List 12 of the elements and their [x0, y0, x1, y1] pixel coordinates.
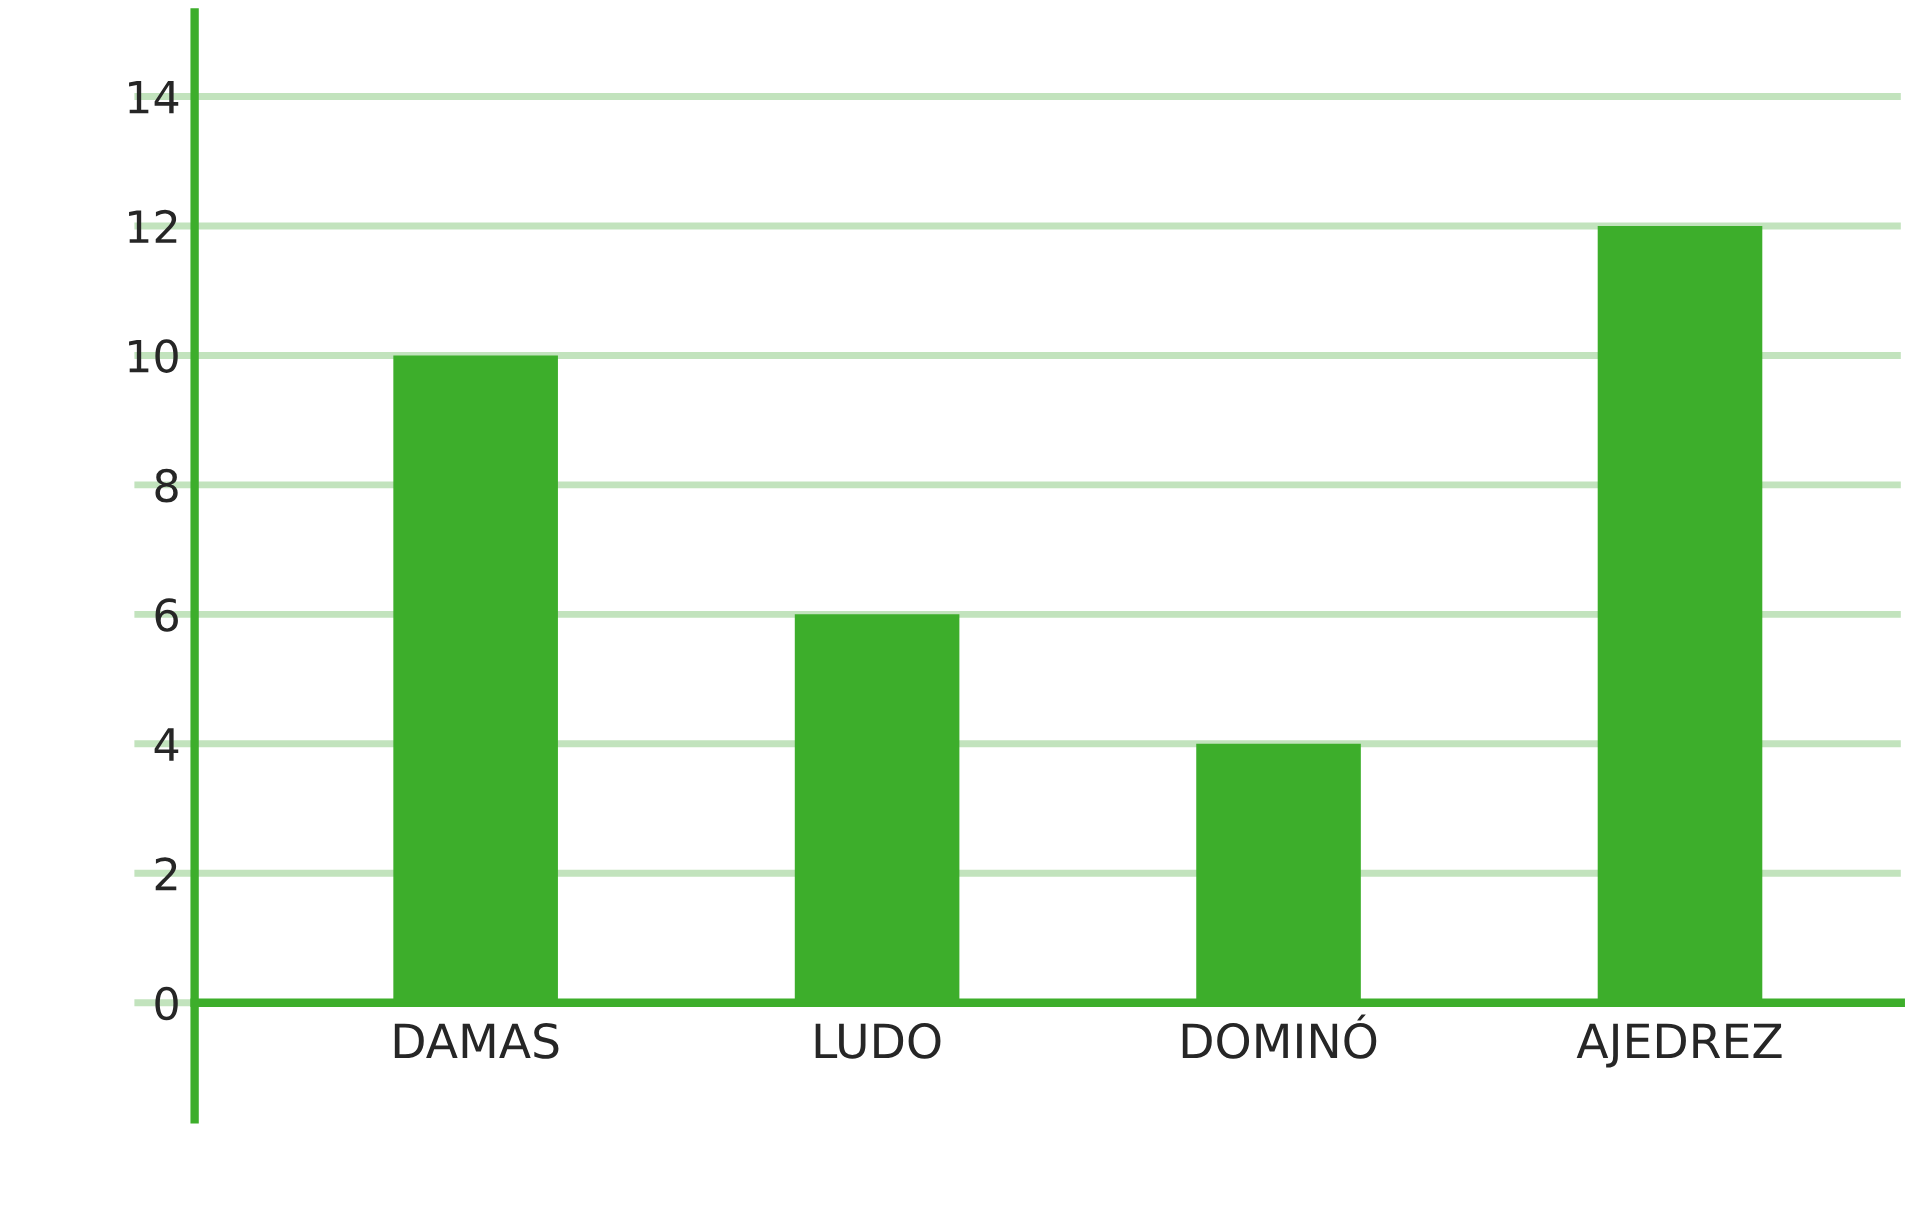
x-tick-label: DAMAS [394, 1023, 559, 1059]
y-tick-label: 4 [154, 728, 179, 761]
y-tick-label: 6 [155, 598, 178, 632]
x-tick-label: AJEDREZ [1576, 1023, 1782, 1068]
y-tick-label: 10 [129, 339, 178, 373]
y-tick-label: 14 [129, 80, 179, 114]
y-tick-label: 0 [155, 986, 178, 1021]
y-tick-label: 2 [155, 857, 177, 891]
x-tick-label: DOMINÓ [1182, 1014, 1377, 1059]
y-tick-label: 12 [129, 209, 177, 243]
x-tick-label: LUDO [815, 1023, 941, 1059]
y-tick-label: 8 [155, 468, 178, 503]
